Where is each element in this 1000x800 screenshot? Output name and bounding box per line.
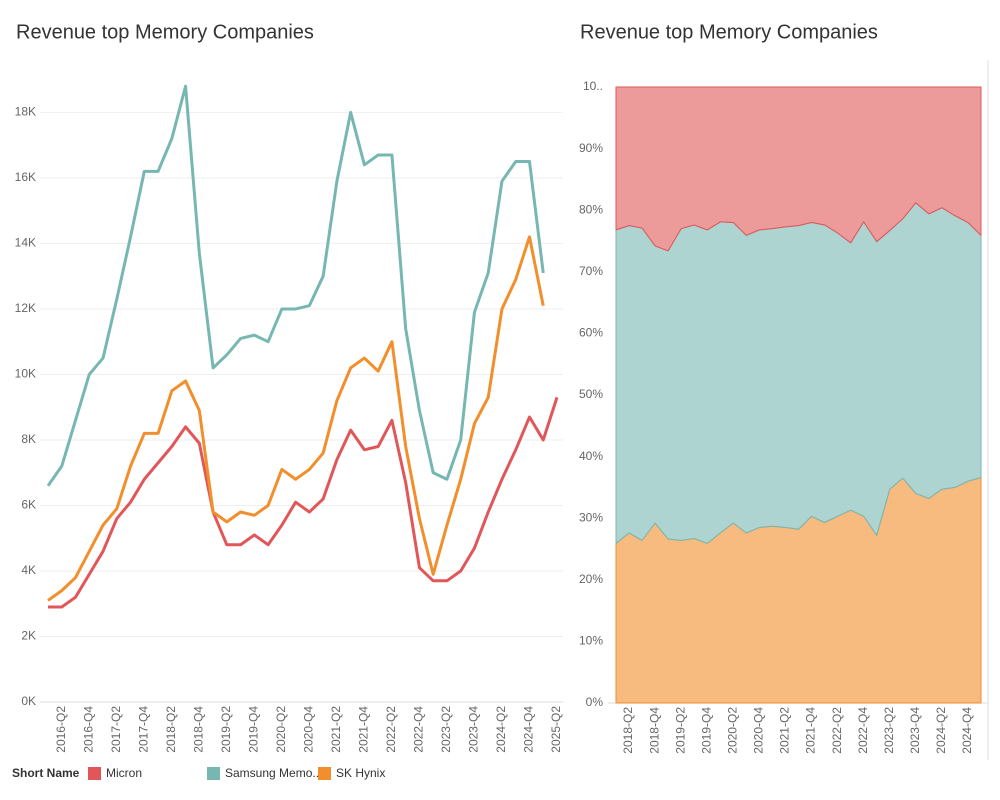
legend-label: SK Hynix (336, 766, 385, 780)
legend-swatch (207, 767, 220, 780)
y-tick-label: 40% (579, 449, 603, 463)
y-tick-label: 8K (21, 432, 36, 446)
series-line (46, 84, 545, 487)
x-tick-label: 2018-Q4 (647, 707, 661, 754)
x-tick-label: 2023-Q4 (908, 707, 922, 754)
x-tick-label: 2019-Q4 (699, 707, 713, 754)
x-tick-label: 2022-Q4 (856, 707, 870, 754)
x-tick-label: 2024-Q2 (934, 707, 948, 754)
x-tick-label: 2018-Q2 (621, 707, 635, 754)
y-tick-label: 60% (579, 326, 603, 340)
x-tick-label: 2023-Q2 (439, 706, 453, 753)
chart-title: Revenue top Memory Companies (16, 21, 314, 43)
stacked-area (615, 86, 982, 252)
x-tick-label: 2019-Q2 (219, 706, 233, 753)
y-tick-label: 90% (579, 141, 603, 155)
x-tick-label: 2019-Q4 (247, 706, 261, 753)
x-tick-label: 2020-Q2 (274, 706, 288, 753)
y-tick-label: 2K (21, 629, 36, 643)
x-tick-label: 2021-Q4 (357, 706, 371, 753)
y-tick-label: 0K (21, 694, 36, 708)
y-tick-label: 10K (15, 367, 36, 381)
y-tick-label: 6K (21, 498, 36, 512)
x-tick-label: 2019-Q2 (673, 707, 687, 754)
x-tick-label: 2017-Q2 (109, 706, 123, 753)
series-line (47, 235, 545, 602)
x-tick-label: 2023-Q2 (882, 707, 896, 754)
y-tick-label: 16K (15, 170, 36, 184)
y-tick-label: 20% (579, 572, 603, 586)
x-tick-label: 2020-Q2 (725, 707, 739, 754)
chart-title: Revenue top Memory Companies (580, 21, 878, 43)
x-tick-label: 2020-Q4 (302, 706, 316, 753)
x-tick-label: 2024-Q2 (494, 706, 508, 753)
y-tick-label: 18K (15, 105, 36, 119)
x-tick-label: 2018-Q4 (191, 706, 205, 753)
legend-label: Micron (106, 766, 142, 780)
y-tick-label: 80% (579, 202, 603, 216)
y-tick-label: 0% (586, 695, 604, 709)
y-tick-label: 4K (21, 563, 36, 577)
y-tick-label: 30% (579, 510, 603, 524)
x-tick-label: 2024-Q4 (522, 706, 536, 753)
x-tick-label: 2024-Q4 (960, 707, 974, 754)
x-tick-label: 2021-Q2 (329, 706, 343, 753)
x-tick-label: 2021-Q2 (778, 707, 792, 754)
x-tick-label: 2017-Q4 (136, 706, 150, 753)
y-tick-label: 50% (579, 387, 603, 401)
x-tick-label: 2021-Q4 (804, 707, 818, 754)
legend-title: Short Name (12, 766, 80, 780)
legend-swatch (318, 767, 331, 780)
x-tick-label: 2020-Q4 (752, 707, 766, 754)
x-tick-label: 2025-Q2 (549, 706, 563, 753)
series-line (48, 396, 559, 609)
x-tick-label: 2016-Q4 (81, 706, 95, 753)
y-tick-label: 14K (15, 236, 36, 250)
legend-swatch (88, 767, 101, 780)
stacked-area (615, 202, 982, 545)
x-tick-label: 2018-Q2 (164, 706, 178, 753)
x-tick-label: 2016-Q2 (54, 706, 68, 753)
x-tick-label: 2022-Q2 (384, 706, 398, 753)
y-tick-label: 10% (579, 634, 603, 648)
x-tick-label: 2022-Q4 (412, 706, 426, 753)
y-tick-label: 10.. (583, 79, 603, 93)
y-tick-label: 12K (15, 301, 36, 315)
x-tick-label: 2023-Q4 (467, 706, 481, 753)
x-tick-label: 2022-Q2 (830, 707, 844, 754)
y-tick-label: 70% (579, 264, 603, 278)
legend-label: Samsung Memo.. (225, 766, 319, 780)
